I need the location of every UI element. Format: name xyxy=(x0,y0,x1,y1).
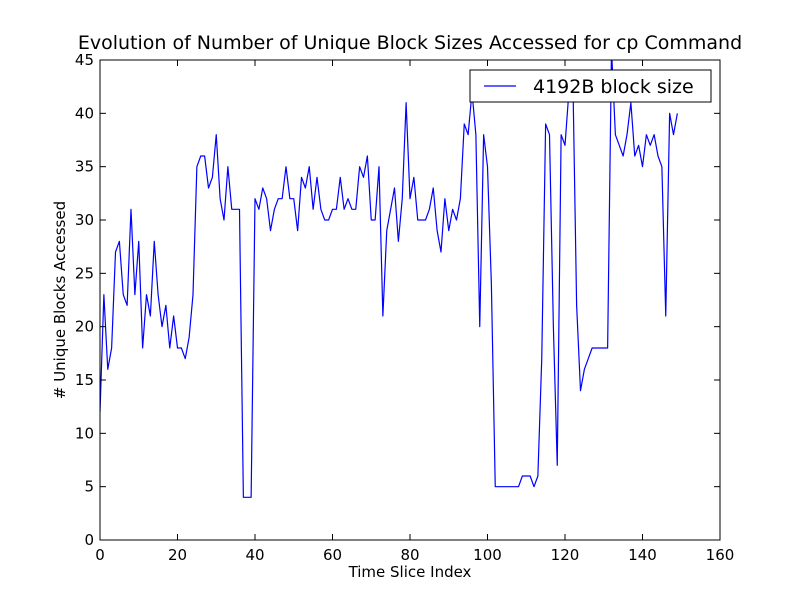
x-tick-label: 100 xyxy=(473,546,502,564)
x-axis-title: Time Slice Index xyxy=(348,563,472,581)
plot-area xyxy=(100,60,720,540)
y-tick-label: 20 xyxy=(75,318,94,336)
y-tick-label: 35 xyxy=(75,158,94,176)
y-axis: 0 5 10 15 20 25 30 35 40 45 xyxy=(75,51,720,549)
y-tick-label: 25 xyxy=(75,264,94,282)
x-tick-label: 160 xyxy=(706,546,735,564)
chart-title: Evolution of Number of Unique Block Size… xyxy=(78,32,742,54)
x-tick-label: 120 xyxy=(551,546,580,564)
y-tick-label: 40 xyxy=(75,104,94,122)
x-tick-label: 40 xyxy=(245,546,264,564)
x-tick-label: 20 xyxy=(168,546,187,564)
x-axis: 0 20 40 60 80 100 120 140 160 xyxy=(95,60,734,564)
legend-label: 4192B block size xyxy=(533,76,694,98)
x-tick-label: 140 xyxy=(628,546,657,564)
y-tick-label: 10 xyxy=(75,424,94,442)
y-tick-label: 30 xyxy=(75,211,94,229)
y-tick-label: 0 xyxy=(84,531,94,549)
y-axis-title: # Unique Blocks Accessed xyxy=(51,201,69,399)
y-tick-label: 45 xyxy=(75,51,94,69)
series-line-0 xyxy=(100,60,678,498)
x-tick-label: 80 xyxy=(400,546,419,564)
legend: 4192B block size xyxy=(469,69,712,103)
x-tick-label: 0 xyxy=(95,546,105,564)
x-tick-label: 60 xyxy=(323,546,342,564)
series-layer xyxy=(100,60,678,498)
y-tick-label: 15 xyxy=(75,371,94,389)
y-tick-label: 5 xyxy=(84,478,94,496)
